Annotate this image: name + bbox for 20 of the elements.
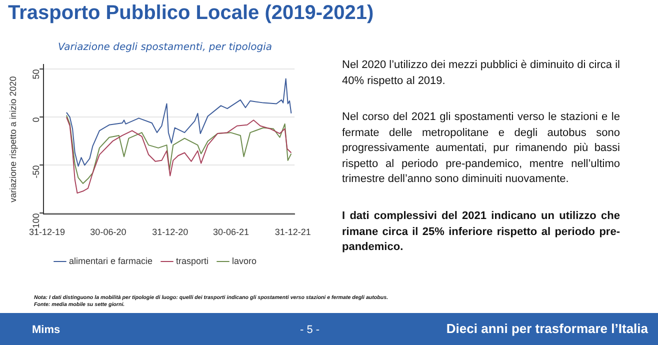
x-tick-label: 31-12-21 [274,227,311,238]
y-tick-label: -50 [31,165,42,178]
legend-label: lavoro [232,256,257,266]
text: Mims [32,324,60,336]
chart-title: Trasporto Pubblico Locale (2019-2021) [8,2,374,25]
text: Nel corso del 2021 gli spostamenti verso le stazioni e le fermate delle metropolitane e degli autobus sono progressivamente aumentati, pur rimanendo più bassi rispetto al periodo pre-pandemico, mentre nell’ultimo trimestre dell’anno sono diminuiti nuovamente. [342,110,620,187]
x-tick-label: 30-06-20 [90,227,126,238]
text: Nel 2020 l’utilizzo dei mezzi pubblici è diminuito di circa il 40% rispetto al 2019. [342,58,620,88]
text: Dieci anni per trasformare l’Italia [446,321,648,336]
x-tick-label: 30-06-21 [212,227,250,238]
x-tick-label: 31-12-20 [152,227,188,238]
y-axis-title: variazione rispetto a inizio 2020 [8,76,18,202]
x-tick-label: 31-12-19 [28,227,65,238]
y-tick-label: 50 [31,69,42,80]
y-tick-label: 0 [31,117,42,122]
text: I dati complessivi del 2021 indicano un utilizzo che rimane circa il 25% inferiore rispetto al periodo pre-pandemico. [342,209,620,255]
legend-label: trasporti [176,256,209,266]
text: - 5 - [300,324,320,336]
chart-subtitle: Variazione degli spostamenti, per tipologia [56,42,274,53]
legend-label: alimentari e farmacie [68,256,153,266]
